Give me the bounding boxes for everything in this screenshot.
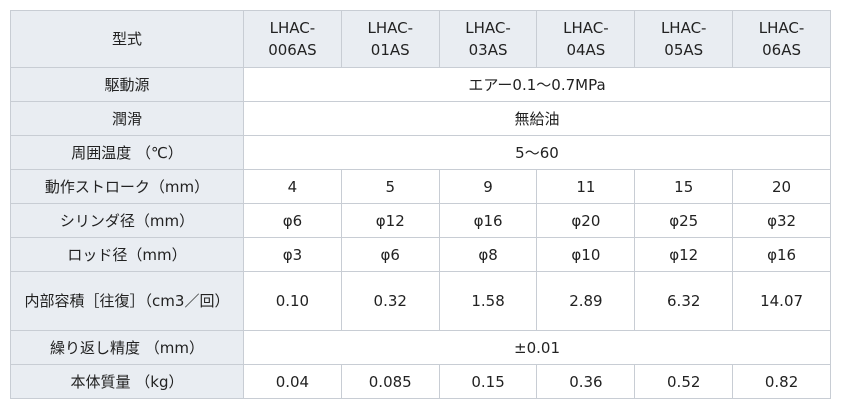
header-row: 型式 LHAC-006AS LHAC-01AS LHAC-03AS LHAC-04AS L… <box>10 10 831 68</box>
spec-row: 本体質量 （kg） 0.04 0.085 0.15 0.36 0.52 0.82 <box>10 364 831 399</box>
row-label: シリンダ径（mm） <box>10 203 244 238</box>
spec-value: φ32 <box>732 203 831 238</box>
spec-value: 15 <box>634 169 734 204</box>
spec-value: 0.82 <box>732 364 831 399</box>
spec-value: 20 <box>732 169 831 204</box>
spec-row: 繰り返し精度 （mm） ±0.01 <box>10 330 831 365</box>
spec-row: 動作ストローク（mm） 4 5 9 11 15 20 <box>10 169 831 204</box>
spec-value: 0.15 <box>438 364 538 399</box>
spec-value: φ12 <box>634 237 734 272</box>
spec-row: 周囲温度 （℃） 5～60 <box>10 135 831 170</box>
spec-value: 0.04 <box>243 364 342 399</box>
spec-value: 14.07 <box>732 271 831 331</box>
header-label: 型式 <box>10 10 244 68</box>
model-cell: LHAC-006AS <box>243 10 342 68</box>
model-name: LHAC-006AS <box>268 19 317 59</box>
spec-value: φ6 <box>243 203 342 238</box>
spec-value: 6.32 <box>634 271 734 331</box>
spec-value: エアー0.1～0.7MPa <box>243 67 831 102</box>
spec-value: ±0.01 <box>243 330 831 365</box>
spec-row: 駆動源 エアー0.1～0.7MPa <box>10 67 831 102</box>
spec-value: 2.89 <box>536 271 636 331</box>
spec-value: 0.36 <box>536 364 636 399</box>
row-label: 内部容積［往復］（cm3／回） <box>10 271 244 331</box>
spec-value: φ3 <box>243 237 342 272</box>
row-label: 駆動源 <box>10 67 244 102</box>
spec-table: 型式 LHAC-006AS LHAC-01AS LHAC-03AS LHAC-04AS L… <box>10 10 831 399</box>
spec-value: 0.10 <box>243 271 342 331</box>
model-name: LHAC-04AS <box>563 19 609 59</box>
model-cell: LHAC-01AS <box>340 10 440 68</box>
spec-value: 11 <box>536 169 636 204</box>
spec-value: 5～60 <box>243 135 831 170</box>
spec-value: 4 <box>243 169 342 204</box>
spec-value: φ25 <box>634 203 734 238</box>
spec-value: φ16 <box>438 203 538 238</box>
spec-value: φ10 <box>536 237 636 272</box>
model-cell: LHAC-06AS <box>732 10 831 68</box>
model-name: LHAC-05AS <box>660 19 707 59</box>
spec-value: 0.52 <box>634 364 734 399</box>
spec-value: 0.32 <box>340 271 440 331</box>
row-label: ロッド径（mm） <box>10 237 244 272</box>
spec-row: 潤滑 無給油 <box>10 101 831 136</box>
model-name: LHAC-01AS <box>367 19 413 59</box>
spec-value: φ8 <box>438 237 538 272</box>
row-label: 動作ストローク（mm） <box>10 169 244 204</box>
model-cell: LHAC-05AS <box>634 10 734 68</box>
spec-value: 1.58 <box>438 271 538 331</box>
spec-value: 無給油 <box>243 101 831 136</box>
model-name: LHAC-06AS <box>758 19 805 59</box>
spec-value: φ20 <box>536 203 636 238</box>
row-label: 周囲温度 （℃） <box>10 135 244 170</box>
row-label: 本体質量 （kg） <box>10 364 244 399</box>
row-label: 潤滑 <box>10 101 244 136</box>
model-cell: LHAC-04AS <box>536 10 636 68</box>
spec-row: シリンダ径（mm） φ6 φ12 φ16 φ20 φ25 φ32 <box>10 203 831 238</box>
spec-row: 内部容積［往復］（cm3／回） 0.10 0.32 1.58 2.89 6.32 14.07 <box>10 271 831 331</box>
spec-row: ロッド径（mm） φ3 φ6 φ8 φ10 φ12 φ16 <box>10 237 831 272</box>
spec-value: 5 <box>340 169 440 204</box>
model-name: LHAC-03AS <box>465 19 511 59</box>
spec-value: 9 <box>438 169 538 204</box>
spec-value: φ16 <box>732 237 831 272</box>
spec-value: φ12 <box>340 203 440 238</box>
model-cell: LHAC-03AS <box>438 10 538 68</box>
spec-value: φ6 <box>340 237 440 272</box>
row-label: 繰り返し精度 （mm） <box>10 330 244 365</box>
spec-value: 0.085 <box>340 364 440 399</box>
